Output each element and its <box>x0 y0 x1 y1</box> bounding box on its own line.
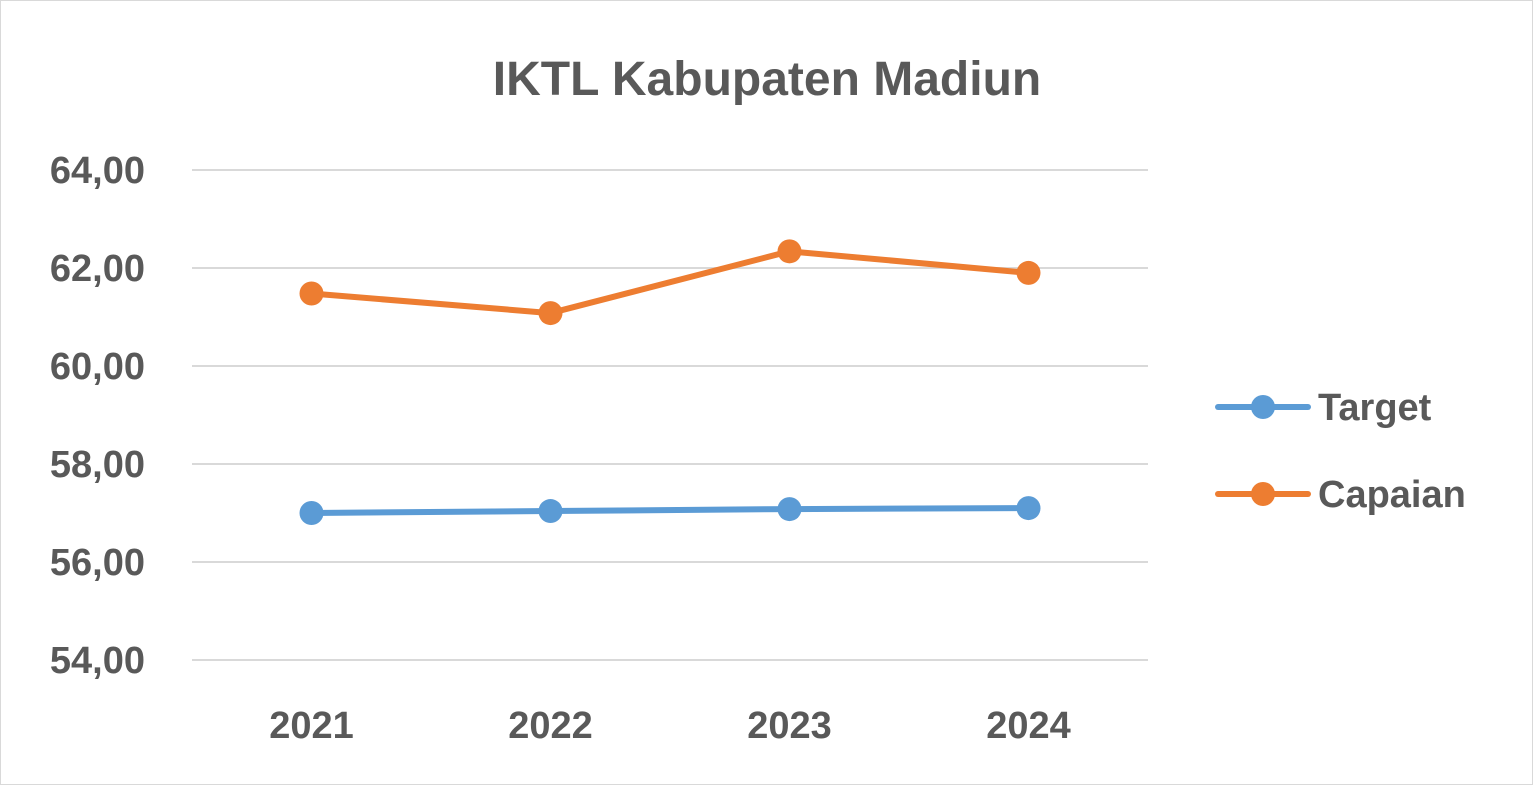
y-tick-label: 56,00 <box>50 542 145 584</box>
chart-title: IKTL Kabupaten Madiun <box>493 53 1041 106</box>
data-point <box>299 501 324 525</box>
y-axis-ticks: 54,00 56,00 58,00 60,00 62,00 64,00 <box>50 150 145 682</box>
data-point <box>1016 496 1041 521</box>
data-point <box>777 239 802 264</box>
legend-item-capaian: Capaian <box>1215 474 1466 516</box>
legend: Target Capaian <box>1215 387 1466 516</box>
x-tick-label: 2024 <box>986 705 1071 747</box>
y-tick-label: 62,00 <box>50 248 145 290</box>
x-axis-ticks: 2021 2022 2023 2024 <box>269 705 1071 747</box>
legend-item-target: Target <box>1215 387 1432 429</box>
x-tick-label: 2023 <box>747 705 832 747</box>
data-point <box>777 497 802 522</box>
legend-marker <box>1251 395 1275 419</box>
legend-marker <box>1251 482 1275 506</box>
x-tick-label: 2022 <box>508 705 593 747</box>
data-point <box>538 301 563 326</box>
series-target <box>299 496 1041 525</box>
series-line <box>308 505 1032 516</box>
series-line <box>308 248 1032 317</box>
legend-label: Capaian <box>1318 474 1466 516</box>
data-point <box>299 281 324 306</box>
series-capaian <box>299 239 1041 326</box>
y-tick-label: 60,00 <box>50 346 145 388</box>
y-tick-label: 54,00 <box>50 640 145 682</box>
data-point <box>538 499 563 524</box>
series-layer <box>299 239 1041 525</box>
y-tick-label: 58,00 <box>50 444 145 486</box>
x-tick-label: 2021 <box>269 705 354 747</box>
data-point <box>1016 260 1041 285</box>
legend-label: Target <box>1318 387 1432 429</box>
gridlines <box>192 169 1148 661</box>
y-tick-label: 64,00 <box>50 150 145 192</box>
